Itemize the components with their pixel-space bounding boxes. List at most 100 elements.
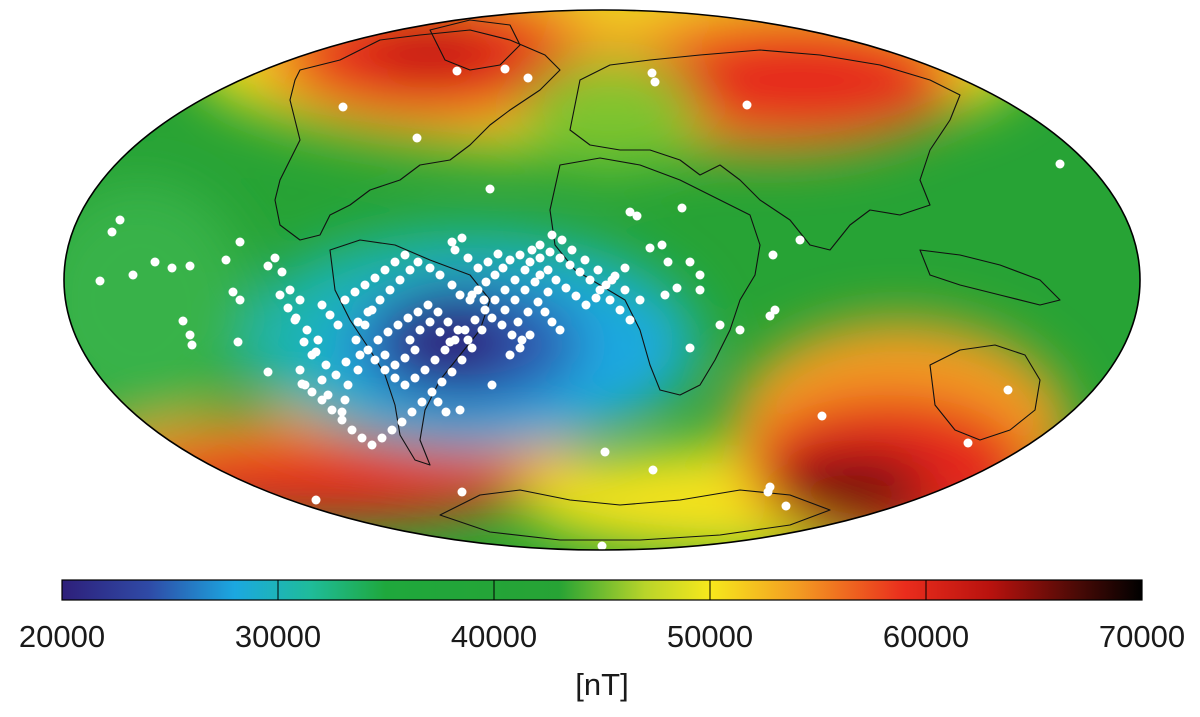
colorbar-unit-label: [nT] [575,667,628,702]
site-marker [551,275,561,285]
site-marker [455,290,465,300]
site-marker [487,313,497,323]
site-marker [351,335,361,345]
site-marker [457,355,467,365]
site-marker [645,243,655,253]
site-marker [473,285,483,295]
site-marker [483,257,493,267]
site-marker [547,317,557,327]
site-marker [410,373,420,383]
site-marker [187,340,197,350]
site-marker [385,285,395,295]
site-marker [487,380,497,390]
site-marker [517,335,527,345]
site-marker [353,317,363,327]
globe-outline [63,9,1141,551]
site-marker [567,245,577,255]
site-marker [387,425,397,435]
site-marker [405,265,415,275]
site-marker [337,407,347,417]
site-marker [395,275,405,285]
site-marker [535,270,545,280]
site-marker [331,370,341,380]
site-marker [557,235,567,245]
site-marker [657,240,667,250]
site-marker [625,207,635,217]
site-marker [473,263,483,273]
site-marker [150,257,160,267]
site-marker [343,380,353,390]
site-marker [500,64,510,74]
colorbar-tick-label: 60000 [883,619,969,654]
site-marker [650,77,660,87]
site-marker [400,353,410,363]
site-marker [1055,159,1065,169]
site-marker [595,285,605,295]
colorbar-gradient [62,580,1142,600]
site-marker [581,300,591,310]
site-marker [493,249,503,259]
site-marker [333,320,343,330]
site-marker [685,343,695,353]
site-marker [470,315,480,325]
site-marker [510,295,520,305]
site-marker [505,350,515,360]
site-marker [533,297,543,307]
site-marker [295,295,305,305]
site-marker [412,133,422,143]
site-marker [405,335,415,345]
site-marker [663,257,673,267]
site-marker [380,265,390,275]
site-marker [490,295,500,305]
site-marker [463,335,473,345]
site-marker [447,280,457,290]
site-marker [527,245,537,255]
site-marker [297,379,307,389]
site-marker [115,215,125,225]
site-marker [561,283,571,293]
site-marker [580,255,590,265]
globe [63,9,1141,551]
site-marker [167,263,177,273]
site-marker [360,320,370,330]
site-marker [565,260,575,270]
site-marker [377,433,387,443]
site-marker [299,337,309,347]
site-marker [443,317,453,327]
site-marker [479,295,489,305]
site-marker [423,300,433,310]
site-marker [515,343,525,353]
site-marker [291,313,301,323]
site-marker [543,265,553,275]
site-marker [340,295,350,305]
site-marker [605,295,615,305]
site-marker [453,325,463,335]
site-marker [437,377,447,387]
site-marker [597,541,607,550]
site-marker [620,285,630,295]
site-marker [445,337,455,347]
site-marker [375,295,385,305]
site-marker [425,317,435,327]
site-marker [515,250,525,260]
colorbar-tick-label: 20000 [19,619,105,654]
colorbar-tick-label: 70000 [1099,619,1185,654]
site-marker [535,253,545,263]
site-marker [263,261,273,271]
site-marker [327,405,337,415]
site-marker [513,317,523,327]
site-marker [525,330,535,340]
site-marker [413,307,423,317]
intensity-field [64,10,1140,550]
site-marker [390,360,400,370]
site-marker [347,425,357,435]
site-marker [440,345,450,355]
site-marker [505,255,515,265]
site-marker [263,367,273,377]
site-marker [677,203,687,213]
site-marker [228,287,238,297]
site-marker [571,291,581,301]
site-marker [575,267,585,277]
site-marker [417,397,427,407]
